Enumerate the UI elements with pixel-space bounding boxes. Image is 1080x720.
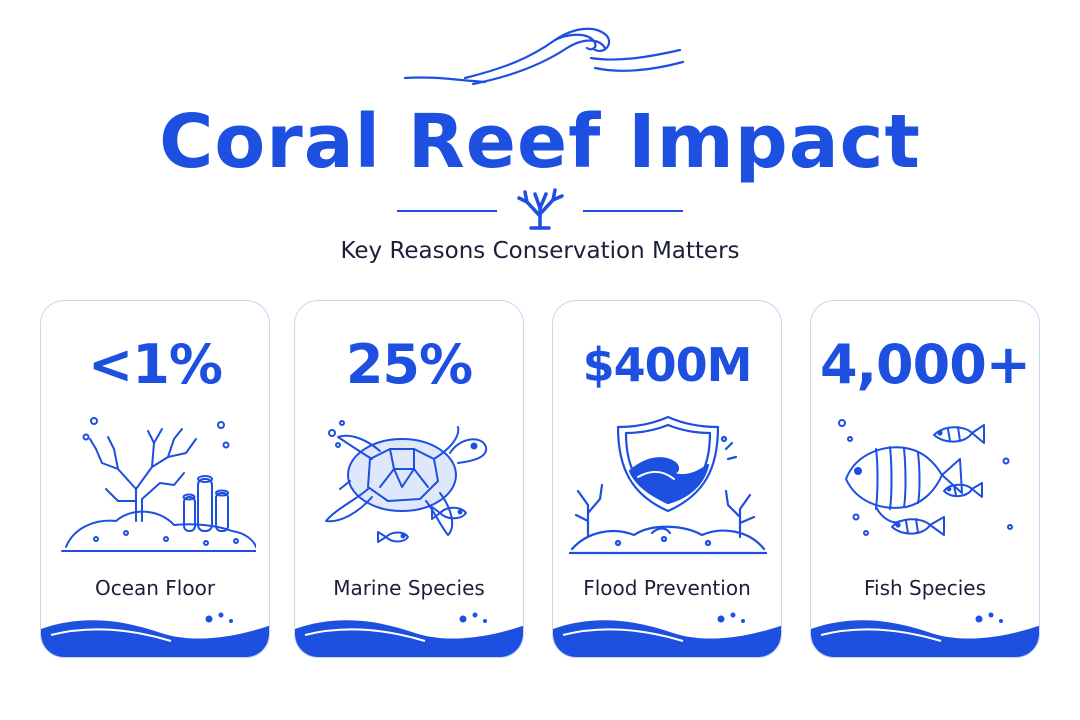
wave-footer-icon: [41, 612, 269, 657]
fish-icon: [838, 419, 1013, 536]
stat-card-marine-species: 25% Marine Species: [294, 300, 524, 658]
stat-value: 25%: [345, 333, 473, 396]
shield-wave-icon: [568, 415, 768, 555]
stat-card-fish-species: 4,000+: [810, 300, 1040, 658]
stat-value: <1%: [88, 333, 223, 396]
page-subtitle: Key Reasons Conservation Matters: [340, 238, 740, 264]
coral-icon: [61, 417, 256, 552]
sea-turtle-icon: [325, 420, 488, 543]
stat-card-flood-prevention: $400M Flood Prevention: [552, 300, 782, 658]
stat-label: Ocean Floor: [94, 576, 216, 600]
stat-value: $400M: [582, 338, 753, 392]
wave-footer-icon: [295, 612, 523, 657]
stat-value: 4,000+: [819, 333, 1031, 396]
wave-footer-icon: [811, 612, 1039, 657]
wave-footer-icon: [553, 612, 781, 657]
divider-coral-icon: [397, 188, 683, 230]
stat-label: Flood Prevention: [583, 576, 751, 600]
stat-card-ocean-floor: <1% Ocean Floor: [40, 300, 270, 658]
wave-header-icon: [403, 27, 685, 86]
stat-label: Fish Species: [863, 576, 987, 600]
stat-label: Marine Species: [333, 576, 485, 600]
page-title: Coral Reef Impact: [159, 99, 921, 185]
